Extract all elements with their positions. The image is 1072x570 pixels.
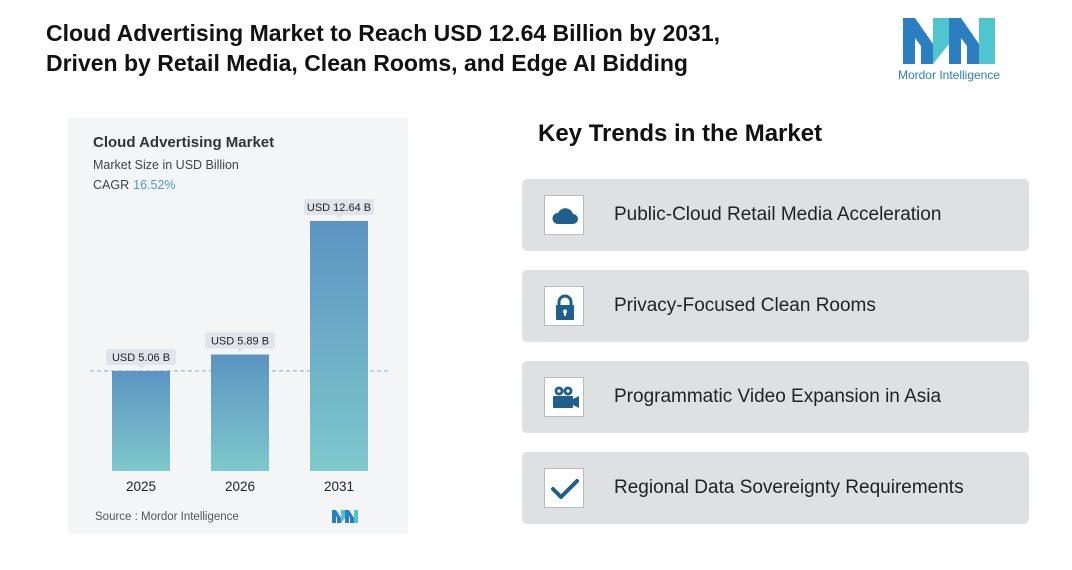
chart-card: USD 5.06 B 2025 USD 5.89 B 2026 USD 12.64 B 2… — [68, 118, 408, 534]
cloud-icon — [552, 208, 578, 224]
headline-line-2: Driven by Retail Media, Clean Rooms, and… — [46, 50, 688, 76]
category-label: 2025 — [126, 479, 156, 494]
trend-label: Privacy-Focused Clean Rooms — [614, 295, 876, 316]
chart-subtitle: Market Size in USD Billion — [93, 158, 239, 172]
trends-title: Key Trends in the Market — [538, 120, 823, 147]
trend-icon-box — [544, 468, 584, 508]
bar-2025 — [112, 370, 170, 471]
category-label: 2031 — [324, 479, 354, 494]
chart-cagr: CAGR 16.52% — [93, 178, 176, 192]
bar-2026 — [211, 354, 269, 471]
mini-logo-icon — [332, 510, 358, 523]
chart-source: Source : Mordor Intelligence — [95, 511, 239, 523]
data-label-pointer — [335, 215, 343, 219]
trend-icon-box — [544, 195, 584, 235]
trend-label: Public-Cloud Retail Media Acceleration — [614, 204, 942, 225]
trend-card-retail-media: Public-Cloud Retail Media Acceleration — [522, 179, 1029, 251]
data-label-bg — [304, 199, 374, 215]
mordor-intelligence-logo: Mordor Intelligence — [893, 14, 1005, 86]
trend-card-data-sovereignty: Regional Data Sovereignty Requirements — [522, 452, 1029, 524]
headline-line-1: Cloud Advertising Market to Reach USD 12… — [46, 20, 720, 46]
data-label: USD 12.64 B — [307, 202, 371, 214]
data-label: USD 5.06 B — [112, 352, 170, 364]
category-label: 2026 — [225, 479, 255, 494]
logo-text: Mordor Intelligence — [897, 68, 1001, 82]
data-label: USD 5.89 B — [211, 336, 269, 348]
trend-card-clean-rooms: Privacy-Focused Clean Rooms — [522, 270, 1029, 342]
lock-icon — [556, 294, 574, 320]
trend-icon-box — [544, 377, 584, 417]
video-camera-icon — [553, 386, 579, 408]
cagr-label: CAGR — [93, 178, 130, 192]
mordor-logo-icon — [903, 18, 995, 64]
bar-chart: USD 5.06 B 2025 USD 5.89 B 2026 USD 12.64 B 2… — [90, 199, 390, 494]
data-label-bg — [205, 332, 275, 349]
trend-label: Programmatic Video Expansion in Asia — [614, 386, 942, 407]
checkmark-icon — [551, 479, 579, 499]
bar-2031 — [310, 221, 368, 471]
cagr-value: 16.52% — [133, 178, 176, 192]
trend-card-video-expansion: Programmatic Video Expansion in Asia — [522, 361, 1029, 433]
data-label-bg — [106, 348, 176, 365]
data-label-pointer — [137, 364, 145, 369]
chart-title: Cloud Advertising Market — [93, 134, 275, 151]
headline: Cloud Advertising Market to Reach USD 12… — [46, 18, 846, 78]
data-label-pointer — [236, 348, 244, 353]
trend-label: Regional Data Sovereignty Requirements — [614, 477, 964, 498]
trend-icon-box — [544, 286, 584, 326]
